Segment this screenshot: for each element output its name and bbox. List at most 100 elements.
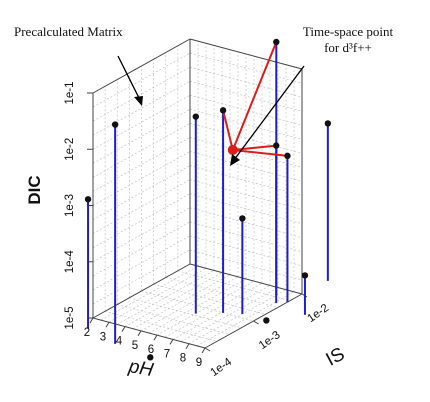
side-wall-grid-line — [92, 137, 191, 192]
data-point — [111, 121, 119, 128]
data-point — [192, 113, 199, 120]
matrix-pointer-arrowhead — [134, 96, 143, 106]
cube-edge — [189, 263, 303, 295]
floor-grid-line — [188, 289, 287, 344]
back-wall-grid-line — [189, 52, 303, 84]
y-axis-label: IS — [323, 344, 349, 371]
ph-tick-label: 2 — [84, 327, 90, 339]
floor-grid-line — [156, 280, 255, 336]
floor-grid-line — [148, 278, 247, 334]
dic-tick-labels: 1e-5 1e-4 1e-3 1e-2 1e-1 — [64, 81, 76, 329]
time-space-point — [227, 144, 238, 155]
floor-grid-line — [140, 276, 239, 332]
ph-tick-label: 7 — [164, 348, 170, 360]
interpolation-link — [231, 41, 278, 151]
side-wall-grid-line — [92, 94, 191, 150]
matrix-pointer-line — [117, 55, 141, 101]
ph-tick-mark — [201, 347, 206, 354]
z-axis-label: DIC — [25, 175, 44, 204]
cube-edge — [92, 263, 191, 319]
side-wall-grid-line — [92, 193, 191, 248]
back-wall-grid-line — [189, 66, 303, 98]
cube-edge — [92, 38, 191, 94]
back-wall-grid-line — [189, 221, 303, 253]
floor-grid-line — [116, 270, 215, 325]
ph-tick-mark — [185, 343, 190, 349]
back-wall-grid-line — [189, 207, 303, 239]
dic-tick-label: 1e-5 — [64, 306, 76, 329]
ph-tick-mark — [153, 334, 158, 341]
side-wall-grid-line — [92, 235, 191, 291]
is-tick-mark — [253, 320, 259, 325]
back-wall-grid-line — [189, 123, 303, 154]
side-wall-grid-line — [92, 249, 191, 305]
side-wall-grid-line — [92, 221, 191, 277]
ph-tick-label: 8 — [180, 353, 186, 365]
ph-tick-label: 5 — [132, 340, 138, 352]
floor-grid-line — [117, 304, 230, 335]
axis-layer — [87, 38, 308, 354]
back-wall-grid-line — [189, 151, 303, 182]
time-space-pointer-line — [233, 65, 305, 161]
ph-tick-label: 4 — [116, 336, 123, 348]
back-wall-grid-line — [189, 165, 303, 196]
floor-grid-line — [132, 274, 231, 329]
data-point — [219, 107, 227, 114]
side-wall-grid-line — [92, 165, 191, 220]
data-point — [147, 354, 154, 361]
ph-tick-mark — [105, 322, 110, 328]
is-tick-label: 1e-4 — [208, 356, 234, 379]
link-layer — [222, 41, 288, 157]
floor-grid-line — [124, 272, 223, 327]
floor-grid-line — [105, 310, 218, 342]
ph-tick-mark — [137, 330, 142, 337]
floor-grid-line — [177, 270, 290, 302]
side-wall-grid-line — [92, 151, 191, 206]
floor-grid-line — [100, 265, 199, 321]
side-wall-grid-line — [92, 109, 191, 164]
side-wall-grid-line — [92, 66, 191, 122]
data-point — [301, 272, 309, 279]
x-axis-label: pH — [126, 356, 155, 381]
interpolation-link — [232, 148, 288, 157]
time-space-pointer-arrowhead — [230, 154, 240, 166]
dic-tick-label: 1e-3 — [64, 194, 76, 217]
dic-tick-label: 1e-4 — [64, 250, 76, 274]
side-wall-grid-line — [92, 52, 191, 108]
data-point — [239, 215, 246, 222]
floor-grid-line — [153, 283, 266, 315]
ph-tick-label: 6 — [148, 344, 154, 356]
back-wall-grid-line — [189, 179, 303, 210]
floor-grid-line — [180, 287, 279, 342]
ph-tick-label: 9 — [196, 357, 202, 369]
interpolation-link — [232, 144, 277, 151]
floor-grid-line — [141, 290, 254, 322]
dic-tick-label: 1e-1 — [64, 81, 76, 104]
stem-layer — [87, 41, 329, 344]
side-wall-grid-line — [92, 123, 191, 178]
back-wall-grid-line — [189, 249, 303, 281]
back-wall-grid-line — [189, 193, 303, 224]
back-wall-grid-line — [189, 137, 303, 168]
point-layer — [84, 38, 332, 361]
ph-tick-label: 3 — [100, 331, 106, 343]
data-point — [263, 317, 270, 324]
back-wall-grid-line — [189, 94, 303, 126]
floor-grid-line — [129, 297, 242, 329]
data-point — [84, 196, 92, 203]
is-tick-mark — [204, 347, 211, 352]
is-tick-label: 1e-2 — [305, 302, 331, 325]
data-point — [273, 142, 280, 149]
back-wall-grid-line — [189, 80, 303, 112]
ph-tick-mark — [169, 339, 174, 345]
time-space-annotation-line1: Time-space point — [303, 24, 394, 39]
grid-layer — [92, 38, 303, 349]
floor-grid-line — [164, 283, 263, 338]
floor-grid-line — [165, 277, 278, 308]
is-tick-label: 1e-3 — [257, 329, 283, 352]
cube-edge — [92, 317, 206, 349]
side-wall-grid-line — [92, 179, 191, 234]
back-wall-grid-line — [189, 235, 303, 267]
